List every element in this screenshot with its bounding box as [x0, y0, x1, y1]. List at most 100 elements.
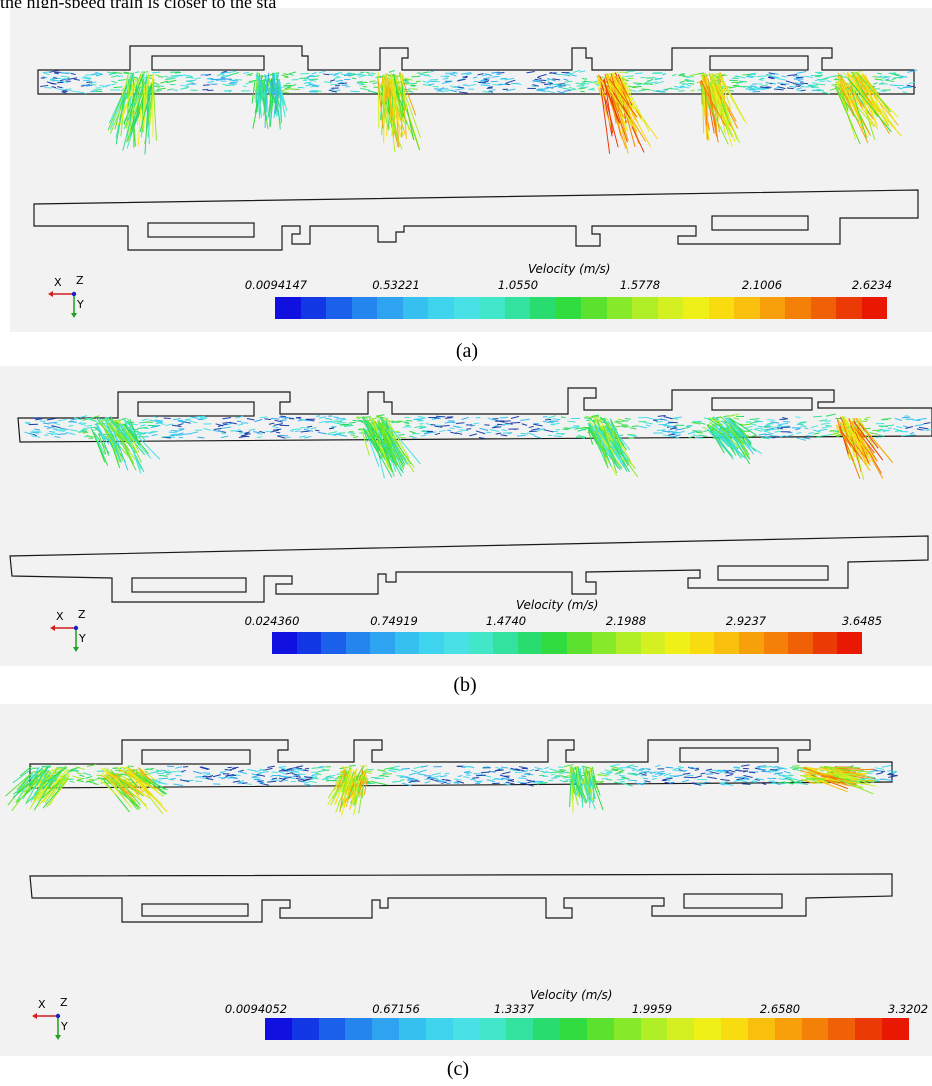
caption-c: (c) — [428, 1058, 488, 1081]
legend-tick: 2.6234 — [852, 278, 892, 292]
flow-vector — [679, 83, 686, 84]
flow-vector — [376, 415, 384, 416]
flow-vector — [639, 426, 648, 428]
flow-vector — [255, 419, 263, 421]
station-room — [680, 748, 778, 762]
flow-vector — [247, 419, 255, 421]
station-room — [138, 402, 254, 416]
station-room — [152, 56, 264, 70]
flow-vector — [447, 430, 451, 431]
flow-vector — [625, 76, 634, 77]
flow-vector — [96, 74, 103, 75]
flow-vector — [259, 431, 265, 432]
axis-x-label: X — [56, 610, 64, 623]
flow-vector — [632, 426, 638, 427]
flow-vector — [169, 435, 175, 436]
flow-vector — [389, 70, 395, 72]
flow-vector — [165, 424, 172, 426]
flow-vector — [421, 766, 427, 767]
colorbar-swatch — [632, 297, 658, 319]
flow-vector — [247, 769, 256, 771]
flow-vector — [257, 433, 263, 434]
flow-vector — [280, 416, 286, 417]
flow-vector — [312, 73, 317, 74]
flow-vector — [226, 423, 232, 425]
flow-vector — [66, 81, 71, 82]
colorbar-swatch — [739, 632, 764, 654]
flow-vector — [537, 78, 541, 79]
flow-vector — [283, 74, 288, 75]
flow-vector — [459, 92, 468, 93]
flow-vector — [544, 84, 551, 85]
flow-vector — [476, 431, 485, 434]
flow-vector — [34, 429, 40, 430]
colorbar-swatch — [788, 632, 813, 654]
flow-vector — [505, 779, 510, 780]
flow-vector — [276, 432, 280, 433]
colorbar-swatch — [785, 297, 811, 319]
flow-vector — [671, 433, 677, 434]
flow-vector — [616, 421, 622, 422]
flow-vector — [778, 767, 783, 768]
flow-vector — [277, 436, 285, 438]
legend-tick: 0.67156 — [372, 1002, 420, 1016]
flow-vector — [521, 433, 528, 434]
flow-vector — [770, 769, 777, 770]
flow-vector — [723, 416, 729, 417]
flow-vector — [544, 768, 548, 769]
colorbar-swatch — [592, 632, 617, 654]
colorbar-swatch — [506, 1018, 533, 1040]
flow-vector — [152, 435, 158, 436]
flow-vector — [645, 417, 653, 419]
flow-vector — [238, 430, 242, 431]
flow-vector — [304, 436, 311, 438]
flow-vector — [743, 86, 752, 87]
flow-vector — [876, 773, 883, 775]
flow-vector — [795, 417, 800, 418]
flow-vector — [825, 421, 831, 422]
tunnel-outline — [30, 874, 892, 922]
flow-vector — [652, 778, 657, 779]
station-room — [712, 398, 812, 410]
flow-vector — [501, 435, 507, 436]
flow-vector — [663, 778, 673, 780]
flow-vector — [445, 418, 452, 419]
flow-vector — [369, 81, 375, 82]
flow-vector — [55, 88, 64, 90]
flow-vector — [271, 418, 279, 419]
flow-vector — [798, 422, 806, 423]
flow-vector — [181, 770, 185, 771]
flow-vector — [622, 425, 628, 426]
axis-z-label: Z — [60, 996, 68, 1009]
flow-vector — [198, 437, 205, 438]
flow-vector — [466, 429, 471, 430]
flow-vector — [551, 423, 560, 424]
flow-vector — [164, 76, 168, 77]
colorbar-swatch — [560, 1018, 587, 1040]
panel-c: X Z Y Velocity (m/s) 0.0094052 0.67156 1… — [0, 704, 932, 1056]
flow-vector — [787, 88, 794, 89]
flow-vector — [781, 76, 786, 77]
flow-vector — [158, 77, 163, 78]
flow-vector — [57, 419, 67, 421]
flow-vector — [434, 776, 441, 778]
flow-vector — [113, 87, 122, 88]
flow-vector — [288, 74, 293, 75]
flow-vector — [169, 432, 178, 433]
flow-vector — [511, 422, 521, 423]
colorbar-swatch — [802, 1018, 829, 1040]
flow-vector — [621, 781, 625, 782]
colorbar-swatch — [775, 1018, 802, 1040]
flow-vector — [515, 772, 523, 773]
colorbar-swatch — [813, 632, 838, 654]
flow-vector — [790, 779, 798, 780]
flow-vector — [758, 766, 767, 767]
flow-vector — [227, 71, 236, 73]
flow-vector — [562, 88, 570, 90]
flow-vector — [52, 87, 56, 88]
flow-vector — [466, 775, 471, 776]
station-room — [148, 223, 254, 237]
flow-vector — [666, 767, 674, 768]
flow-vector — [910, 432, 914, 433]
flow-vector — [257, 437, 262, 438]
